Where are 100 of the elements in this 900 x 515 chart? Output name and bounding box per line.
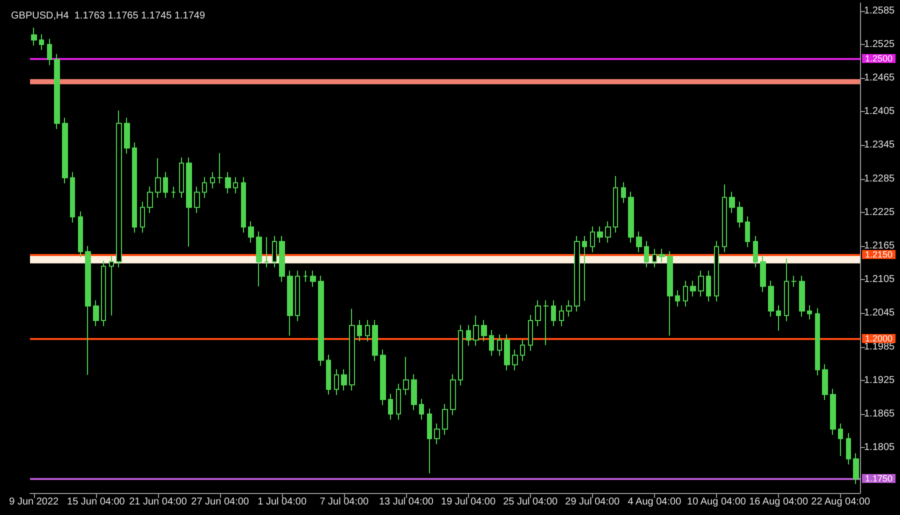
candlestick (535, 300, 541, 327)
candlestick (85, 246, 91, 376)
candlestick (520, 339, 525, 362)
text: GBPUSD,H4 1.1763 1.1765 1.1745 1.1749 (11, 10, 206, 22)
candlestick (147, 186, 153, 214)
candlestick (838, 423, 843, 457)
candlestick (349, 308, 355, 392)
y-tick-label: 1.2585 (864, 5, 896, 16)
candlestick (659, 248, 665, 263)
candlestick (233, 176, 238, 194)
candlestick (272, 235, 277, 268)
candlestick (39, 34, 44, 51)
candlestick (365, 319, 370, 342)
y-tick-label: 1.1805 (864, 442, 896, 454)
candlestick (683, 280, 688, 308)
candlestick (830, 388, 836, 436)
candlestick (776, 304, 781, 332)
candlestick (357, 319, 362, 342)
ref-line-label: 1.2500 (865, 53, 893, 64)
candlestick (248, 220, 254, 244)
candlestick (163, 172, 168, 198)
x-tick-label: 19 Jul 04:00 (441, 496, 496, 508)
candlestick (628, 191, 634, 244)
candlestick (256, 230, 262, 287)
candlestick (334, 368, 339, 396)
y-tick-label: 1.2045 (864, 308, 896, 319)
candlestick (202, 176, 207, 198)
candlestick (70, 172, 75, 224)
candlestick (489, 330, 494, 356)
candlestick (62, 117, 68, 184)
candlestick (473, 314, 479, 346)
candlestick (528, 314, 533, 352)
candlestick (241, 176, 246, 234)
x-tick-label: 15 Jun 04:00 (67, 496, 126, 508)
candlestick (753, 235, 758, 268)
x-tick-label: 7 Jul 04:00 (320, 496, 370, 508)
candlestick (466, 324, 471, 346)
candlestick (504, 334, 510, 371)
candlestick (590, 226, 595, 253)
candlestick (93, 300, 99, 327)
candlestick (47, 38, 52, 66)
candlestick (318, 275, 324, 366)
candlestick (217, 152, 223, 184)
candlestick (140, 201, 145, 234)
candlestick (807, 304, 812, 320)
candlestick (706, 270, 711, 302)
candlestick (419, 398, 424, 420)
y-tick-label: 1.1925 (864, 374, 896, 386)
candlestick (186, 157, 192, 248)
candlestick (613, 176, 618, 234)
candlestick (698, 270, 704, 297)
candlestick (760, 256, 766, 292)
candlestick (109, 256, 114, 316)
candlestick (287, 270, 293, 336)
candlestick (303, 270, 308, 282)
candlestick (543, 300, 549, 346)
x-tick-label: 29 Jul 04:00 (565, 496, 620, 508)
x-tick-label: 13 Jul 04:00 (378, 496, 434, 508)
x-tick-label: 22 Aug 04:00 (811, 496, 871, 508)
candlestick (621, 182, 626, 204)
y-tick-label: 1.2345 (864, 140, 896, 151)
candlestick (822, 364, 828, 401)
y-tick-label: 1.2405 (864, 106, 896, 118)
x-tick-label: 25 Jul 04:00 (503, 496, 558, 508)
candlestick (714, 240, 719, 302)
candlestick (411, 374, 417, 411)
candlestick (458, 324, 463, 386)
candlestick (101, 260, 106, 327)
candlestick (450, 374, 456, 416)
candlestick (497, 334, 502, 356)
y-tick-label: 1.2105 (864, 274, 896, 286)
candlestick (434, 423, 440, 445)
candlestick (566, 300, 572, 318)
y-tick-label: 1.2225 (864, 206, 896, 218)
candlestick (116, 110, 122, 268)
candlestick (815, 308, 820, 376)
x-tick-label: 16 Aug 04:00 (749, 496, 808, 508)
y-tick-label: 1.2165 (864, 240, 896, 252)
candlestick (264, 236, 269, 268)
candlestick (690, 280, 696, 297)
candlestick (551, 300, 556, 327)
candlestick (481, 319, 487, 342)
candlestick (853, 452, 859, 485)
y-tick-label: 1.2285 (864, 173, 896, 184)
candlestick (799, 275, 805, 318)
candlestick (341, 368, 347, 392)
candlestick (210, 172, 215, 189)
candlestick (605, 220, 611, 244)
ref-line-label: 1.1750 (865, 473, 893, 484)
candlestick (295, 270, 300, 322)
candlestick (31, 27, 37, 46)
candlestick (279, 235, 285, 282)
x-tick-label: 1 Jul 04:00 (258, 496, 307, 508)
candlestick (78, 210, 83, 258)
candlestick (388, 393, 393, 420)
candlestick (768, 280, 774, 318)
candlestick (667, 250, 673, 336)
candlestick (574, 235, 580, 312)
x-tick-label: 27 Jun 04:00 (191, 496, 250, 508)
candlestick (427, 408, 432, 474)
